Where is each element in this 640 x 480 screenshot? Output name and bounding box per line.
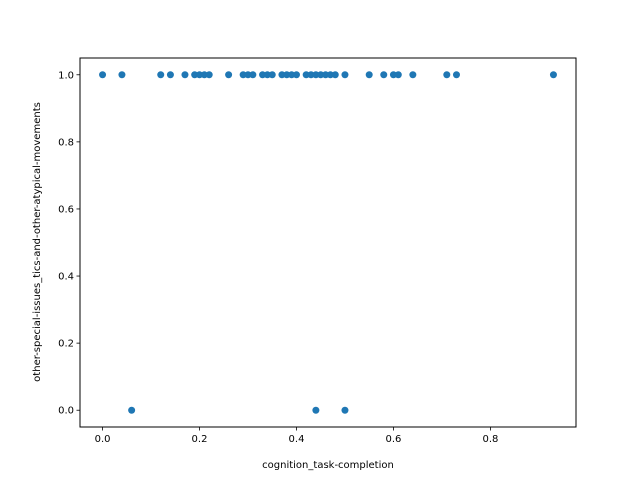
scatter-point [118, 71, 126, 79]
scatter-point [394, 71, 402, 79]
plot-area [80, 58, 576, 427]
scatter-point [317, 71, 325, 79]
scatter-point [157, 71, 165, 79]
scatter-point [244, 71, 252, 79]
scatter-point [249, 71, 257, 79]
scatter-point [322, 71, 330, 79]
scatter-point [205, 71, 213, 79]
scatter-point [283, 71, 291, 79]
y-tick-label: 0.6 [58, 204, 74, 215]
scatter-point [268, 71, 276, 79]
scatter-point [99, 71, 107, 79]
y-tick-label: 0.8 [58, 137, 74, 148]
scatter-point [278, 71, 286, 79]
scatter-point [196, 71, 204, 79]
scatter-point [239, 71, 247, 79]
x-axis-label: cognition_task-completion [262, 460, 394, 471]
scatter-point [128, 406, 136, 414]
y-tick-label: 1.0 [58, 70, 74, 81]
scatter-point [380, 71, 388, 79]
scatter-point [409, 71, 417, 79]
scatter-point [259, 71, 267, 79]
x-tick-label: 0.8 [482, 434, 498, 445]
axes-frame [79, 57, 577, 428]
scatter-point [312, 406, 320, 414]
scatter-point [452, 71, 460, 79]
scatter-point [312, 71, 320, 79]
scatter-point [288, 71, 296, 79]
scatter-point [181, 71, 189, 79]
scatter-point [191, 71, 199, 79]
scatter-point [225, 71, 233, 79]
scatter-point [326, 71, 334, 79]
scatter-point [292, 71, 300, 79]
scatter-point [166, 71, 174, 79]
scatter-point [341, 406, 349, 414]
x-tick-label: 0.0 [95, 434, 111, 445]
x-tick-label: 0.2 [192, 434, 208, 445]
scatter-point [365, 71, 373, 79]
scatter-point [263, 71, 271, 79]
scatter-point [331, 71, 339, 79]
plot-background [80, 58, 576, 427]
y-tick-label: 0.2 [58, 339, 74, 350]
data-points [99, 71, 557, 414]
x-tick-label: 0.6 [386, 434, 402, 445]
scatter-point [443, 71, 451, 79]
y-axis-label: other-special-issues_tics-and-other-atyp… [32, 102, 43, 382]
scatter-point [341, 71, 349, 79]
x-tick-label: 0.4 [289, 434, 305, 445]
scatter-point [307, 71, 315, 79]
scatter-point [200, 71, 208, 79]
y-tick-label: 0.4 [58, 272, 74, 283]
axes: 0.0 0.2 0.4 0.6 0.8 0.0 0.2 0.4 0.6 0.8 1.0 [58, 57, 577, 445]
scatter-point [302, 71, 310, 79]
y-tick-label: 0.0 [58, 406, 74, 417]
scatter-point [549, 71, 557, 79]
scatter-point [389, 71, 397, 79]
